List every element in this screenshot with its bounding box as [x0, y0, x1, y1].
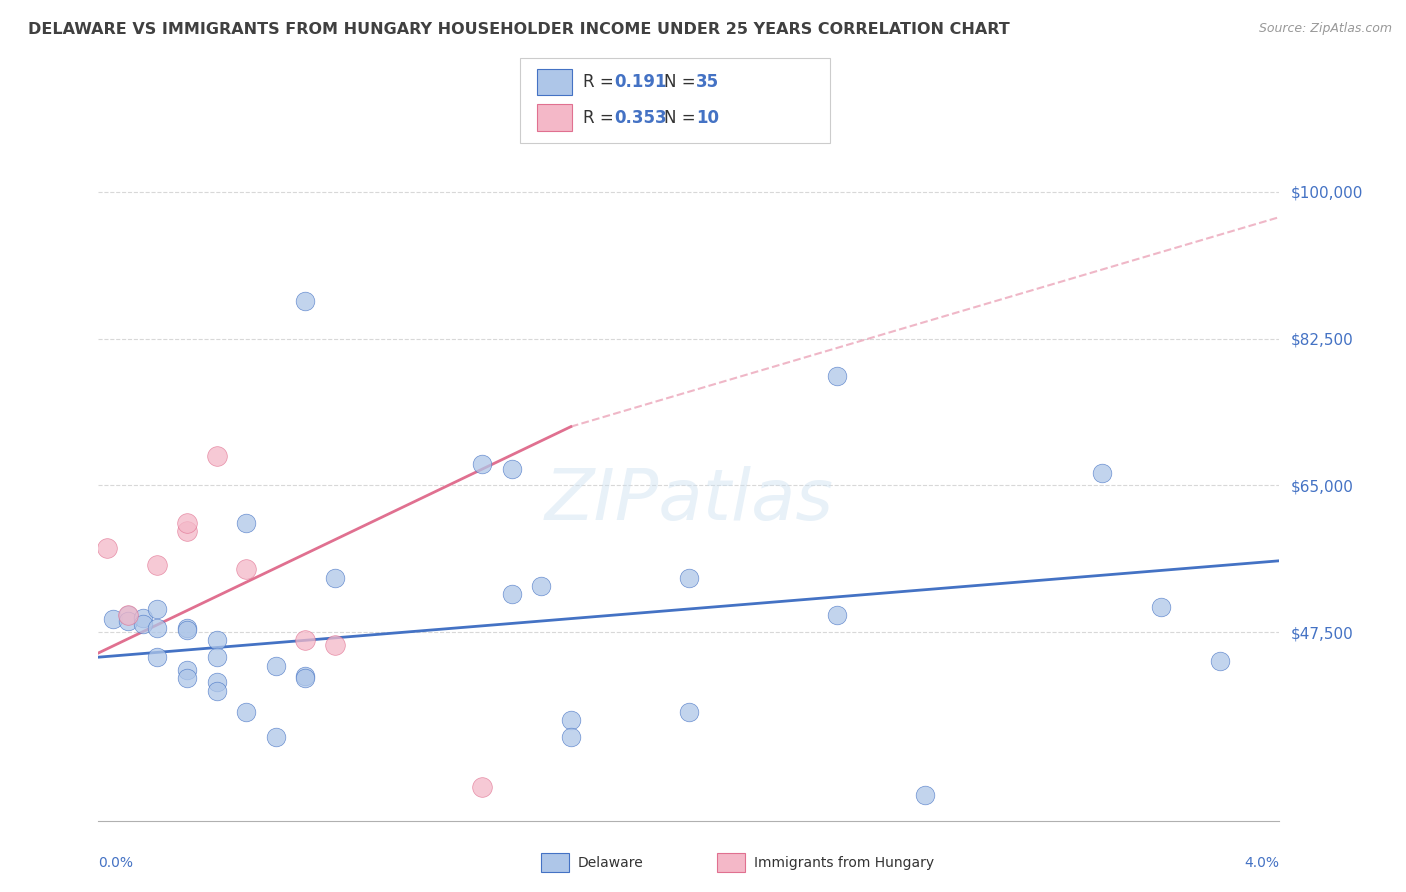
- Point: [323, 570, 346, 584]
- Point: [560, 730, 582, 744]
- Text: R =: R =: [583, 109, 620, 127]
- Point: [176, 621, 198, 635]
- Text: 0.191: 0.191: [614, 73, 666, 91]
- Text: Source: ZipAtlas.com: Source: ZipAtlas.com: [1258, 22, 1392, 36]
- Point: [205, 675, 228, 690]
- Point: [117, 608, 139, 623]
- Point: [1150, 599, 1173, 614]
- Point: [501, 587, 523, 601]
- Text: N =: N =: [664, 73, 700, 91]
- Point: [96, 541, 118, 556]
- Point: [117, 608, 139, 623]
- Point: [471, 458, 494, 472]
- Point: [1091, 466, 1114, 480]
- Point: [294, 669, 316, 683]
- Text: 35: 35: [696, 73, 718, 91]
- Point: [294, 293, 316, 308]
- Point: [264, 730, 287, 744]
- Point: [530, 579, 553, 593]
- Point: [205, 650, 228, 665]
- Point: [132, 616, 155, 631]
- Point: [560, 713, 582, 727]
- Point: [146, 621, 169, 635]
- Point: [471, 780, 494, 794]
- Point: [294, 633, 316, 648]
- Point: [176, 524, 198, 539]
- Text: N =: N =: [664, 109, 700, 127]
- Point: [235, 516, 257, 530]
- Point: [205, 449, 228, 463]
- Point: [825, 369, 848, 384]
- Point: [176, 663, 198, 677]
- Point: [501, 461, 523, 475]
- Point: [176, 623, 198, 637]
- Text: ZIPatlas: ZIPatlas: [544, 467, 834, 535]
- Text: Immigrants from Hungary: Immigrants from Hungary: [754, 855, 934, 870]
- Text: 0.0%: 0.0%: [98, 855, 134, 870]
- Point: [323, 638, 346, 652]
- Point: [678, 705, 700, 719]
- Point: [176, 516, 198, 530]
- Point: [825, 608, 848, 623]
- Point: [103, 612, 125, 626]
- Point: [176, 671, 198, 685]
- Point: [205, 683, 228, 698]
- Text: 0.353: 0.353: [614, 109, 666, 127]
- Point: [294, 671, 316, 685]
- Point: [235, 705, 257, 719]
- Point: [205, 633, 228, 648]
- Point: [678, 570, 700, 584]
- Point: [235, 562, 257, 576]
- Point: [146, 558, 169, 572]
- Point: [914, 789, 936, 803]
- Text: DELAWARE VS IMMIGRANTS FROM HUNGARY HOUSEHOLDER INCOME UNDER 25 YEARS CORRELATIO: DELAWARE VS IMMIGRANTS FROM HUNGARY HOUS…: [28, 22, 1010, 37]
- Text: R =: R =: [583, 73, 620, 91]
- Point: [117, 614, 139, 628]
- Point: [264, 658, 287, 673]
- Text: 4.0%: 4.0%: [1244, 855, 1279, 870]
- Text: 10: 10: [696, 109, 718, 127]
- Text: Delaware: Delaware: [578, 855, 644, 870]
- Point: [146, 650, 169, 665]
- Point: [146, 602, 169, 616]
- Point: [132, 611, 155, 625]
- Point: [1209, 654, 1232, 668]
